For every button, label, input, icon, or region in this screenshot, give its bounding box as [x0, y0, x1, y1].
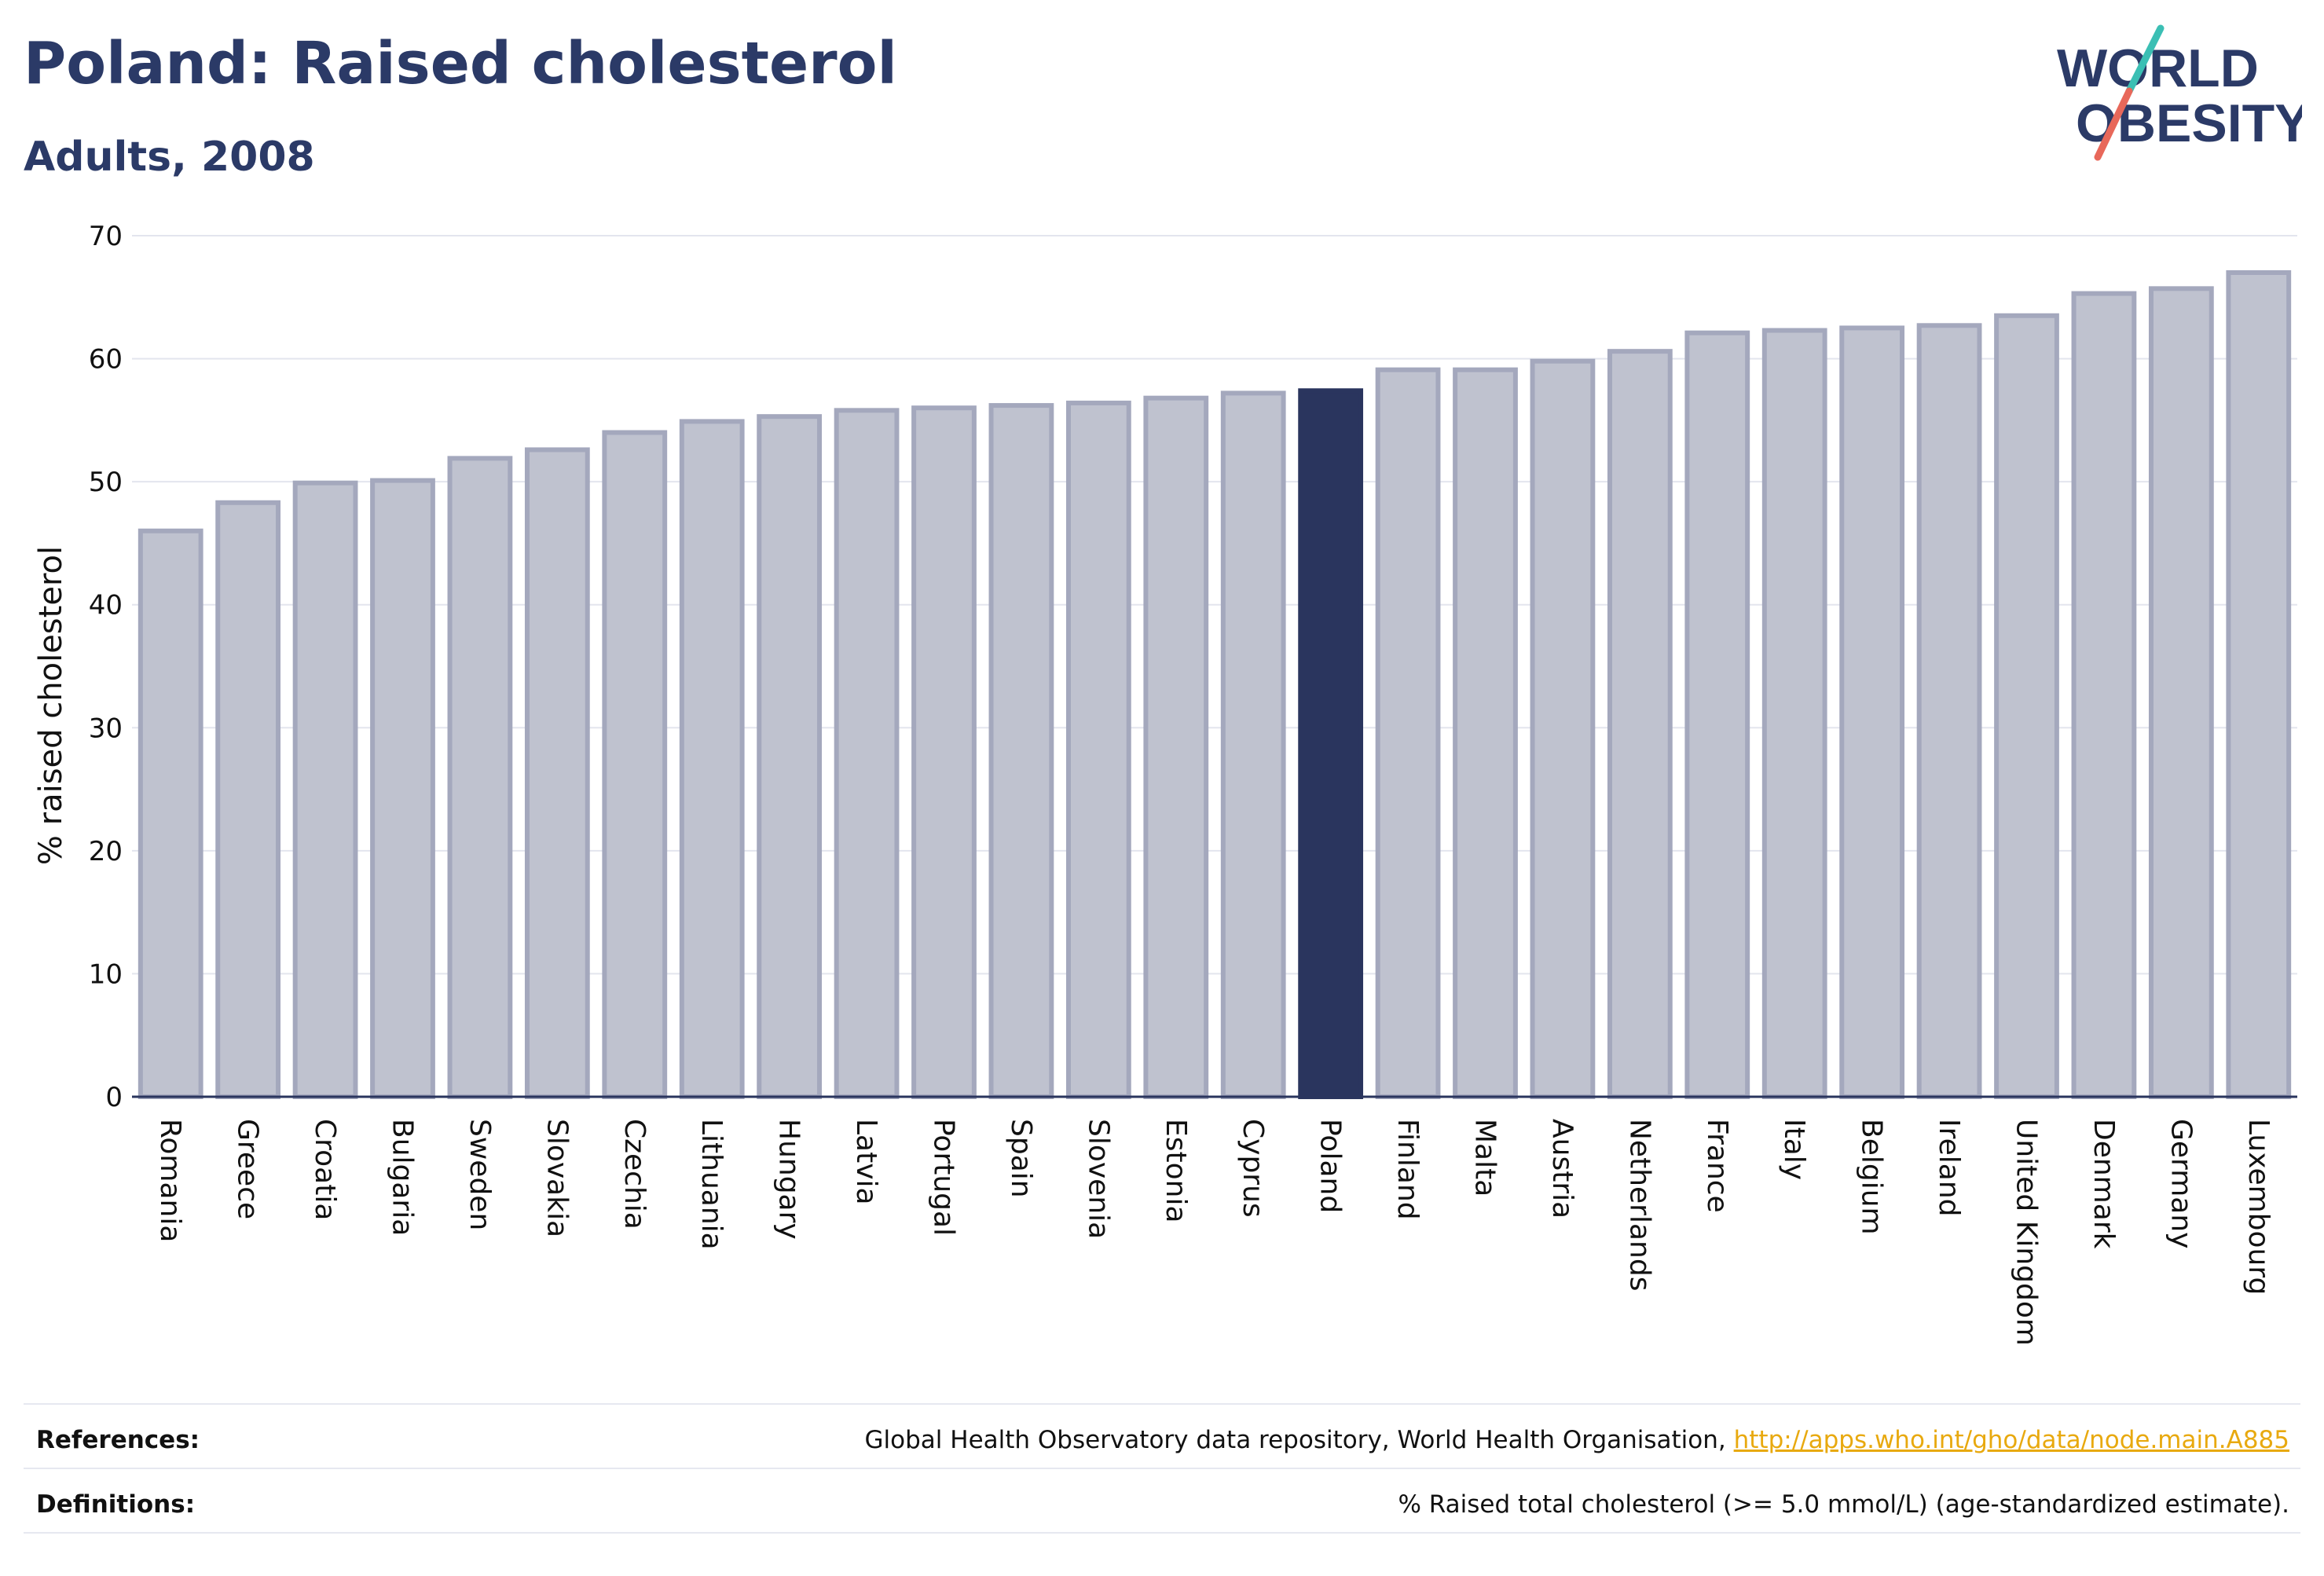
- bar-italy: [1761, 328, 1827, 1099]
- bar-malta: [1453, 367, 1518, 1100]
- world-obesity-logo: WORLD OBESITY: [2057, 24, 2302, 161]
- bar-united-kingdom: [1994, 313, 2059, 1099]
- references-link[interactable]: http://apps.who.int/gho/data/node.main.A…: [1733, 1426, 2289, 1454]
- x-tick-label: Belgium: [1856, 1119, 1888, 1235]
- y-tick-label: 0: [105, 1082, 123, 1113]
- definitions-label: Definitions:: [36, 1490, 196, 1519]
- bar-czechia: [602, 430, 668, 1099]
- bar-lithuania: [679, 419, 745, 1099]
- bar-slovakia: [524, 447, 590, 1099]
- y-tick-label: 70: [89, 221, 123, 252]
- bar-spain: [988, 403, 1054, 1099]
- x-tick-label: France: [1701, 1119, 1733, 1213]
- logo-line1: WORLD: [2057, 38, 2259, 98]
- footer-divider-bottom: [24, 1532, 2300, 1534]
- bar-belgium: [1839, 325, 1905, 1099]
- x-tick-label: Malta: [1469, 1119, 1501, 1197]
- bar-portugal: [911, 405, 977, 1099]
- x-tick-label: Bulgaria: [387, 1119, 419, 1236]
- references-source: Global Health Observatory data repositor…: [864, 1426, 1734, 1454]
- bar-poland: [1298, 388, 1364, 1099]
- bar-chart: 0 10 20 30 40 50 60 70 % raised cholesterol Roman…: [33, 221, 2297, 1346]
- x-tick-label: Slovakia: [541, 1119, 573, 1237]
- bar-luxembourg: [2226, 269, 2292, 1099]
- x-tick-label: Ireland: [1933, 1119, 1965, 1217]
- chart-title: Poland: Raised cholesterol: [24, 30, 897, 97]
- x-tick-label: Austria: [1546, 1119, 1578, 1219]
- bar-bulgaria: [370, 478, 435, 1099]
- logo-teal-slash: [2125, 24, 2165, 95]
- y-tick-label: 30: [89, 713, 123, 744]
- y-tick-label: 10: [89, 958, 123, 990]
- bar-latvia: [834, 408, 900, 1099]
- footer-divider-middle: [24, 1468, 2300, 1469]
- x-tick-label: Germany: [2165, 1119, 2197, 1248]
- bar-greece: [215, 500, 281, 1099]
- x-tick-label: Netherlands: [1623, 1119, 1655, 1291]
- bar-france: [1684, 330, 1750, 1100]
- x-tick-label: Cyprus: [1237, 1119, 1269, 1218]
- x-tick-label: Estonia: [1160, 1119, 1192, 1223]
- bar-ireland: [1916, 323, 1982, 1100]
- chart-subtitle: Adults, 2008: [24, 134, 315, 181]
- footer-divider-top: [24, 1403, 2300, 1405]
- bar-estonia: [1143, 395, 1209, 1100]
- x-tick-label: Poland: [1314, 1119, 1347, 1213]
- bar-romania: [137, 528, 203, 1099]
- x-tick-label: Slovenia: [1082, 1119, 1114, 1239]
- x-tick-label: Croatia: [309, 1119, 341, 1220]
- x-tick-label: United Kingdom: [2011, 1119, 2043, 1346]
- x-tick-label: Romania: [154, 1119, 186, 1242]
- bar-denmark: [2071, 291, 2137, 1099]
- x-tick-label: Czechia: [618, 1119, 651, 1230]
- references-text: Global Health Observatory data repositor…: [865, 1426, 2289, 1454]
- bar-cyprus: [1220, 390, 1286, 1099]
- logo-coral-slash: [2094, 87, 2133, 161]
- bar-austria: [1530, 358, 1596, 1099]
- references-label: References:: [36, 1426, 200, 1454]
- x-tick-label: Sweden: [464, 1119, 496, 1230]
- bar-netherlands: [1607, 349, 1673, 1100]
- y-tick-label: 60: [89, 344, 123, 376]
- x-tick-label: Spain: [1005, 1119, 1037, 1198]
- x-tick-label: Italy: [1778, 1119, 1810, 1180]
- bar-croatia: [292, 480, 358, 1099]
- x-tick-label: Hungary: [773, 1119, 805, 1240]
- y-tick-label: 40: [89, 590, 123, 621]
- y-tick-label: 50: [89, 467, 123, 498]
- bar-finland: [1375, 367, 1441, 1100]
- bar-slovenia: [1065, 400, 1131, 1099]
- y-axis-label: % raised cholesterol: [33, 546, 69, 865]
- definitions-text: % Raised total cholesterol (>= 5.0 mmol/…: [1398, 1490, 2289, 1519]
- bar-germany: [2148, 286, 2214, 1100]
- bar-sweden: [447, 456, 513, 1099]
- x-tick-label: Luxembourg: [2242, 1119, 2275, 1295]
- y-tick-label: 20: [89, 836, 123, 867]
- bar-hungary: [757, 414, 823, 1099]
- x-tick-label: Greece: [232, 1119, 264, 1219]
- x-tick-label: Portugal: [928, 1119, 960, 1236]
- x-tick-label: Lithuania: [695, 1119, 728, 1250]
- x-tick-label: Finland: [1391, 1119, 1424, 1220]
- x-tick-label: Latvia: [850, 1119, 882, 1205]
- x-tick-label: Denmark: [2088, 1119, 2120, 1249]
